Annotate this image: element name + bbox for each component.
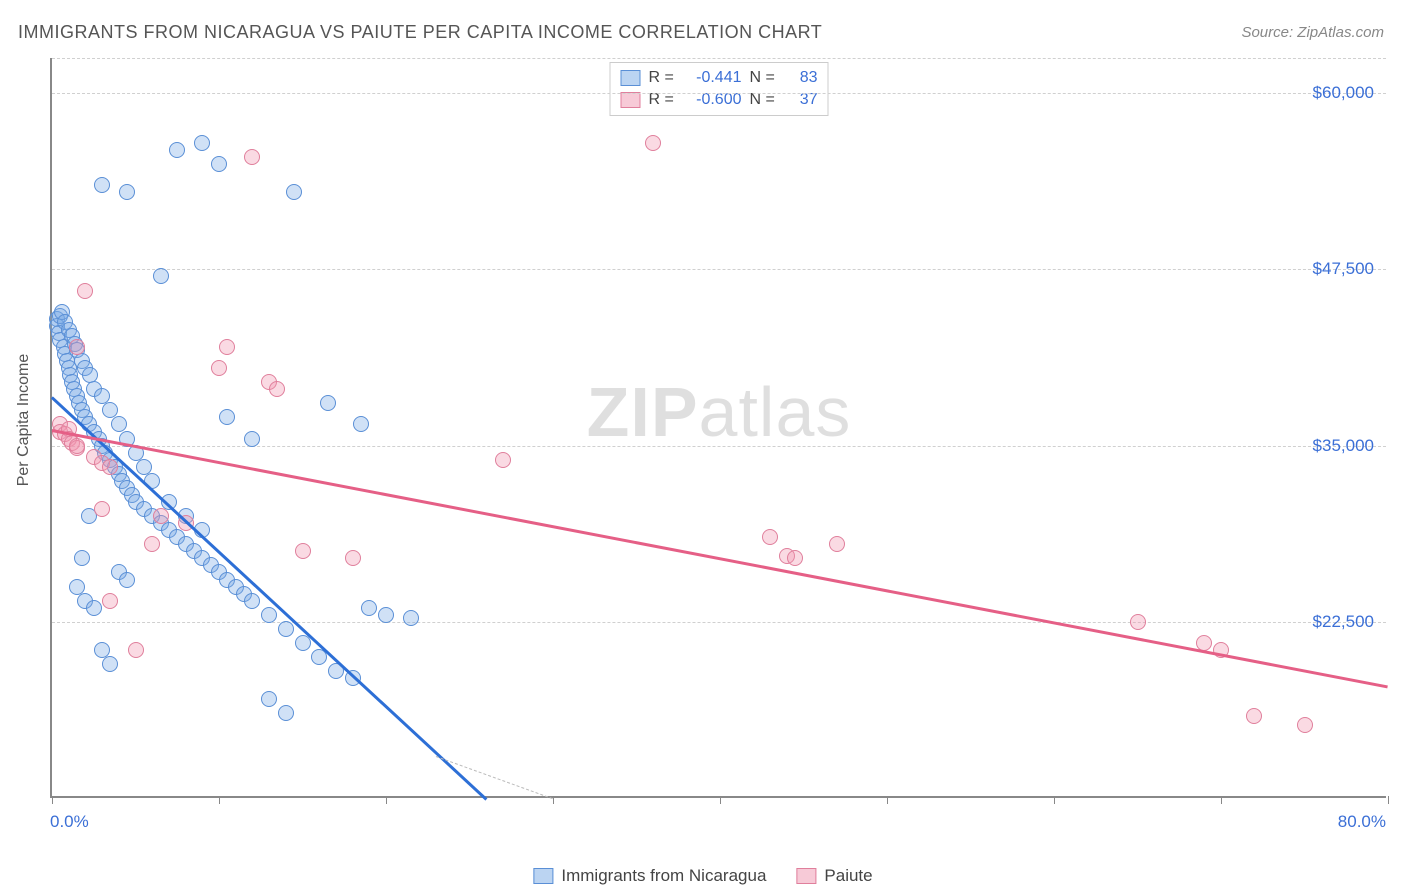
r-label: R = xyxy=(649,69,679,87)
data-point xyxy=(244,593,260,609)
legend-stats: R = -0.441 N = 83 R = -0.600 N = 37 xyxy=(610,62,829,116)
legend-label-pink: Paiute xyxy=(824,866,872,886)
data-point xyxy=(244,149,260,165)
data-point xyxy=(762,529,778,545)
x-tick xyxy=(386,796,387,804)
data-point xyxy=(102,459,118,475)
data-point xyxy=(219,409,235,425)
legend-bottom: Immigrants from Nicaragua Paiute xyxy=(533,866,872,886)
data-point xyxy=(320,395,336,411)
data-point xyxy=(77,283,93,299)
legend-item-pink: Paiute xyxy=(796,866,872,886)
data-point xyxy=(345,550,361,566)
data-point xyxy=(1297,717,1313,733)
data-point xyxy=(69,438,85,454)
watermark-light: atlas xyxy=(699,373,852,451)
x-tick xyxy=(219,796,220,804)
y-tick-label: $35,000 xyxy=(1313,436,1374,456)
data-point xyxy=(1130,614,1146,630)
legend-swatch-pink-icon xyxy=(796,868,816,884)
swatch-blue-icon xyxy=(621,70,641,86)
x-tick xyxy=(720,796,721,804)
x-tick xyxy=(52,796,53,804)
gridline xyxy=(52,58,1386,59)
gridline xyxy=(52,93,1386,94)
x-tick xyxy=(1388,796,1389,804)
chart-source: Source: ZipAtlas.com xyxy=(1241,24,1384,41)
swatch-pink-icon xyxy=(621,92,641,108)
data-point xyxy=(153,268,169,284)
data-point xyxy=(144,536,160,552)
x-tick xyxy=(1054,796,1055,804)
data-point xyxy=(361,600,377,616)
x-min-label: 0.0% xyxy=(50,812,89,832)
data-point xyxy=(645,135,661,151)
data-point xyxy=(495,452,511,468)
x-tick xyxy=(887,796,888,804)
data-point xyxy=(278,621,294,637)
data-point xyxy=(102,656,118,672)
data-point xyxy=(86,600,102,616)
n-value-blue: 83 xyxy=(788,69,818,87)
data-point xyxy=(119,572,135,588)
data-point xyxy=(169,142,185,158)
data-point xyxy=(94,501,110,517)
n-label: N = xyxy=(750,69,780,87)
chart-container: IMMIGRANTS FROM NICARAGUA VS PAIUTE PER … xyxy=(0,0,1406,892)
watermark-bold: ZIP xyxy=(587,373,699,451)
gridline xyxy=(52,269,1386,270)
x-tick xyxy=(553,796,554,804)
data-point xyxy=(211,360,227,376)
plot-area: ZIPatlas R = -0.441 N = 83 R = -0.600 N … xyxy=(50,58,1386,798)
legend-label-blue: Immigrants from Nicaragua xyxy=(561,866,766,886)
legend-row-blue: R = -0.441 N = 83 xyxy=(621,67,818,89)
data-point xyxy=(286,184,302,200)
trendline-blue-dash xyxy=(436,756,553,799)
data-point xyxy=(787,550,803,566)
data-point xyxy=(403,610,419,626)
data-point xyxy=(119,184,135,200)
legend-swatch-blue-icon xyxy=(533,868,553,884)
y-axis-title: Per Capita Income xyxy=(15,354,33,487)
x-max-label: 80.0% xyxy=(1338,812,1386,832)
data-point xyxy=(378,607,394,623)
trendline-pink xyxy=(52,429,1388,688)
data-point xyxy=(211,156,227,172)
gridline xyxy=(52,622,1386,623)
data-point xyxy=(219,339,235,355)
y-tick-label: $60,000 xyxy=(1313,83,1374,103)
data-point xyxy=(353,416,369,432)
y-tick-label: $47,500 xyxy=(1313,259,1374,279)
data-point xyxy=(153,508,169,524)
data-point xyxy=(244,431,260,447)
r-value-blue: -0.441 xyxy=(687,69,742,87)
data-point xyxy=(94,177,110,193)
data-point xyxy=(295,635,311,651)
y-tick-label: $22,500 xyxy=(1313,612,1374,632)
data-point xyxy=(69,339,85,355)
data-point xyxy=(829,536,845,552)
legend-item-blue: Immigrants from Nicaragua xyxy=(533,866,766,886)
data-point xyxy=(269,381,285,397)
data-point xyxy=(261,691,277,707)
data-point xyxy=(261,607,277,623)
data-point xyxy=(102,593,118,609)
data-point xyxy=(128,642,144,658)
watermark: ZIPatlas xyxy=(587,372,852,452)
data-point xyxy=(194,135,210,151)
data-point xyxy=(278,705,294,721)
data-point xyxy=(1246,708,1262,724)
chart-title: IMMIGRANTS FROM NICARAGUA VS PAIUTE PER … xyxy=(18,22,822,43)
x-tick xyxy=(1221,796,1222,804)
data-point xyxy=(74,550,90,566)
data-point xyxy=(295,543,311,559)
